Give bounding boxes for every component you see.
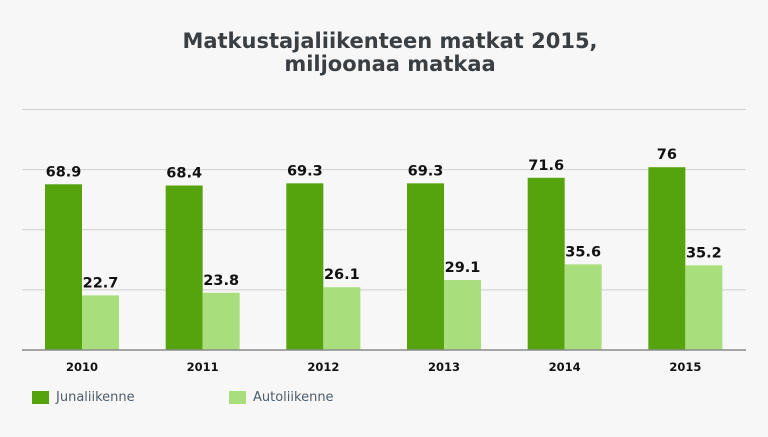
legend-label-series-1: Junaliikenne [56, 390, 135, 405]
data-label: 23.8 [203, 273, 239, 289]
legend-swatch-series-2 [229, 391, 246, 404]
bar-series-2[interactable] [685, 265, 723, 350]
data-label: 69.3 [287, 163, 323, 179]
x-tick-label: 2015 [669, 360, 701, 374]
legend: Junaliikenne Autoliikenne [32, 390, 732, 410]
data-label: 71.6 [528, 158, 564, 174]
bar-series-1[interactable] [407, 183, 445, 350]
data-label: 26.1 [324, 267, 360, 283]
bar-series-1[interactable] [165, 185, 203, 350]
data-label: 68.9 [46, 164, 82, 180]
chart-title-block: Matkustajaliikenteen matkat 2015, miljoo… [60, 30, 720, 76]
data-label: 29.1 [445, 260, 481, 276]
data-label: 35.2 [686, 245, 722, 261]
bar-series-1[interactable] [45, 184, 82, 350]
legend-item-series-2[interactable]: Autoliikenne [229, 390, 334, 405]
bar-series-1[interactable] [286, 183, 324, 350]
data-label: 76 [657, 147, 677, 163]
legend-swatch-series-1 [32, 391, 49, 404]
x-tick-label: 2011 [187, 360, 219, 374]
x-tick-label: 2012 [307, 360, 339, 374]
bar-series-2[interactable] [82, 295, 119, 350]
bar-series-2[interactable] [444, 280, 482, 350]
x-tick-label: 2013 [428, 360, 460, 374]
chart-title: Matkustajaliikenteen matkat 2015, [182, 29, 598, 53]
chart-subtitle: miljoonaa matkaa [284, 52, 496, 76]
bar-series-2[interactable] [323, 287, 361, 350]
data-label: 69.3 [408, 163, 444, 179]
data-label: 68.4 [166, 165, 202, 181]
bar-series-1[interactable] [527, 177, 565, 350]
x-tick-label: 2014 [549, 360, 581, 374]
bar-series-2[interactable] [202, 292, 240, 350]
legend-item-series-1[interactable]: Junaliikenne [32, 390, 135, 405]
x-tick-label: 2010 [66, 360, 98, 374]
legend-label-series-2: Autoliikenne [253, 390, 334, 405]
data-label: 22.7 [83, 275, 119, 291]
data-label: 35.6 [565, 244, 601, 260]
bar-series-1[interactable] [648, 167, 686, 350]
bar-series-2[interactable] [564, 264, 602, 350]
